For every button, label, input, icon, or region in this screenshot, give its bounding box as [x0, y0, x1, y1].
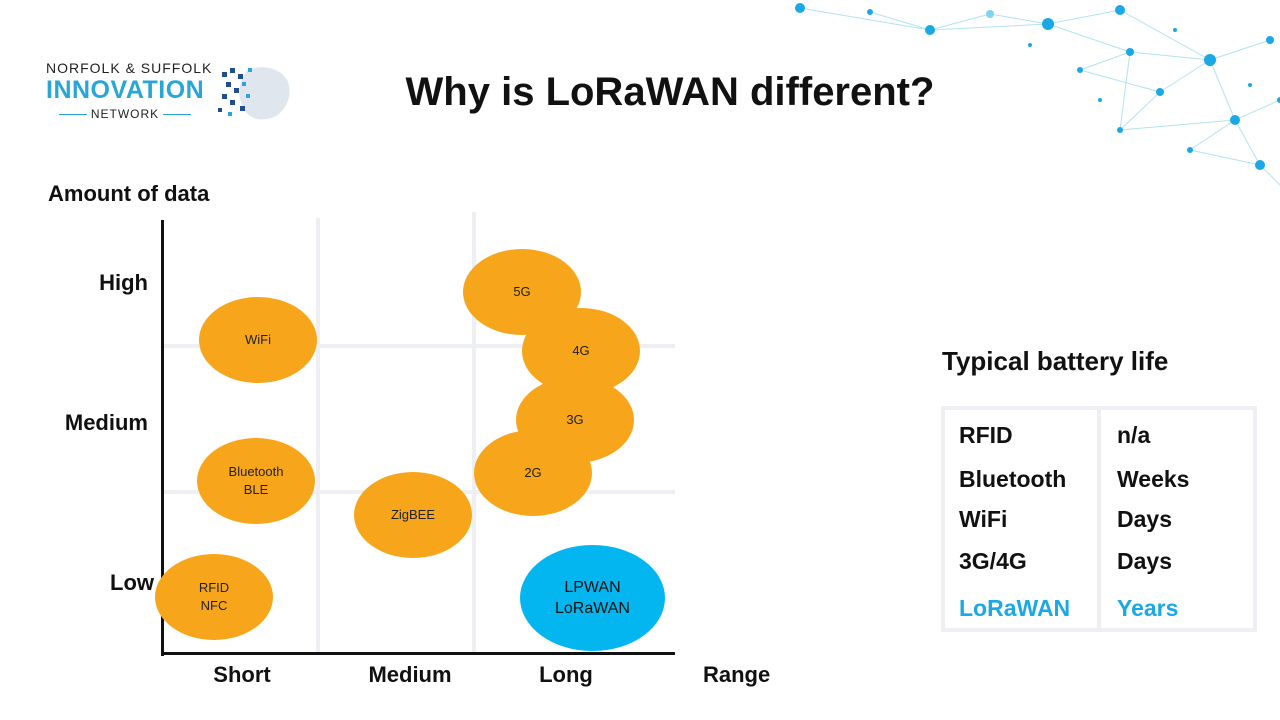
battery-life-cell: Weeks	[1117, 466, 1190, 492]
x-axis-label: Range	[703, 662, 771, 687]
bubble-label: 5G	[513, 284, 531, 299]
battery-life-cell: Days	[1117, 506, 1172, 532]
y-axis-label: Amount of data	[48, 181, 210, 206]
bubble-label: BLE	[243, 482, 269, 497]
y-axis-line	[161, 220, 164, 656]
grid-line-vertical	[472, 212, 476, 654]
grid-line-horizontal	[163, 344, 675, 348]
logo-top-text: NORFOLK & SUFFOLK	[46, 60, 213, 76]
bubble-label: NFC	[200, 598, 228, 613]
logo-main-text: INNOVATION	[46, 76, 205, 104]
battery-life-cell-highlight: Years	[1117, 595, 1179, 621]
bubble-label: ZigBEE	[390, 507, 436, 522]
x-axis-line	[161, 652, 675, 655]
bubble-label: RFID	[198, 580, 230, 595]
battery-life-heading: Typical battery life	[942, 346, 1169, 376]
y-tick-high: High	[99, 270, 148, 295]
column-divider	[1097, 410, 1101, 628]
bubble-label: Bluetooth	[228, 464, 284, 479]
battery-tech-cell-highlight: LoRaWAN	[959, 595, 1071, 621]
battery-tech-cell: WiFi	[959, 506, 1008, 532]
battery-life-table: RFID n/a Bluetooth Weeks WiFi Days 3G/4G…	[941, 406, 1257, 632]
bubble-lpwan-lorawan: LPWAN LoRaWAN	[520, 545, 665, 651]
bubble-rfid: RFID NFC	[155, 554, 273, 640]
bubble-label: 3G	[566, 412, 584, 427]
bubble-bluetooth: Bluetooth BLE	[197, 438, 315, 524]
network-decoration	[795, 3, 1280, 186]
bubble-label: 2G	[524, 465, 542, 480]
bubble-wifi: WiFi	[199, 297, 317, 383]
battery-tech-cell: RFID	[959, 422, 1013, 448]
battery-life-cell: Days	[1117, 548, 1172, 574]
grid-line-vertical	[316, 218, 320, 654]
logo-map-icon	[218, 67, 290, 120]
x-tick-medium: Medium	[368, 662, 452, 687]
bubble-label: WiFi	[245, 332, 271, 347]
bubble-label: LPWAN	[564, 579, 621, 596]
page-title: Why is LoRaWAN different?	[405, 70, 935, 114]
bubble-zigbee: ZigBEE	[354, 472, 472, 558]
organisation-logo: NORFOLK & SUFFOLK INNOVATION NETWORK	[46, 60, 296, 130]
bubble-2g: 2G	[474, 430, 592, 516]
y-tick-low: Low	[110, 570, 154, 595]
logo-bottom-text: NETWORK	[46, 107, 204, 121]
bubble-label: 4G	[572, 343, 590, 358]
x-tick-short: Short	[213, 662, 271, 687]
battery-life-cell: n/a	[1117, 422, 1151, 448]
y-tick-medium: Medium	[64, 410, 148, 435]
battery-tech-cell: Bluetooth	[959, 466, 1067, 492]
bubble-label: LoRaWAN	[555, 600, 630, 617]
x-tick-long: Long	[539, 662, 593, 687]
battery-tech-cell: 3G/4G	[959, 548, 1027, 574]
